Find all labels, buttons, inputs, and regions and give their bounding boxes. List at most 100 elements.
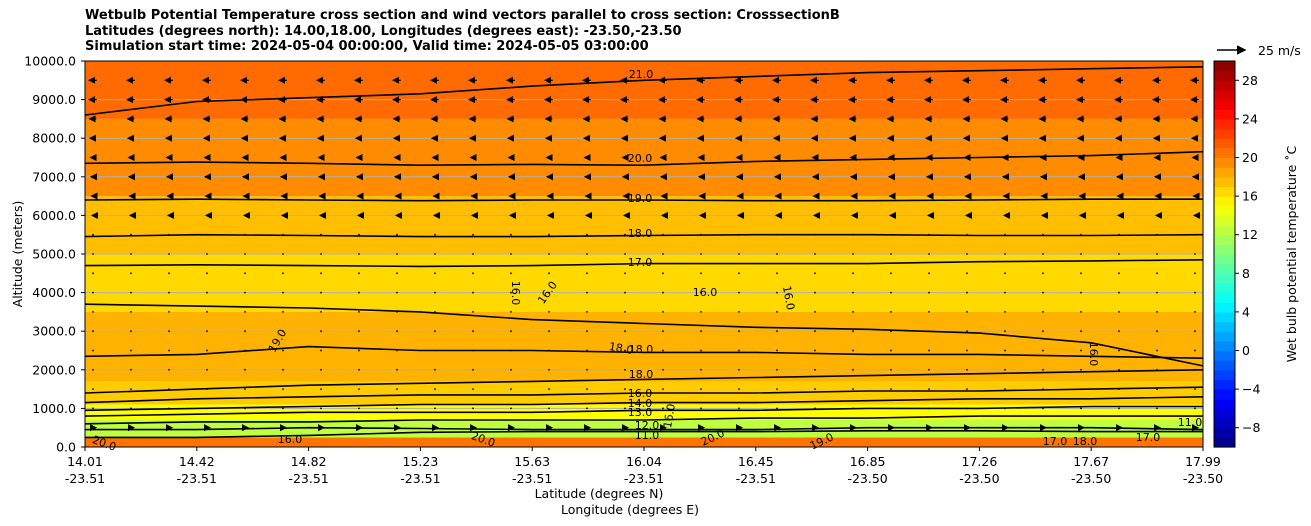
wind-vector — [738, 311, 740, 313]
wind-vector — [510, 368, 512, 371]
wind-vector — [130, 368, 132, 371]
wind-vector — [320, 388, 322, 390]
wind-vector — [92, 368, 94, 371]
contour-label: 16.0 — [1087, 342, 1100, 367]
wind-vector — [738, 407, 740, 410]
wind-vector — [1156, 407, 1158, 410]
wind-vector — [700, 233, 702, 236]
wind-vector — [168, 233, 170, 236]
wind-vector — [586, 272, 588, 275]
wind-vector — [776, 272, 778, 275]
wind-vector — [966, 330, 968, 333]
colorbar-tick-label: 8 — [1242, 266, 1250, 281]
colorbar-segment — [1214, 398, 1235, 409]
wind-vector — [358, 368, 360, 371]
wind-vector — [1156, 388, 1158, 390]
x-axis: 14.01 -23.51 14.42 -23.51 14.82 -23.51 15.23 -2… — [65, 447, 1223, 486]
wind-vector — [700, 330, 702, 333]
wind-vector — [890, 253, 892, 255]
wind-vector — [700, 368, 702, 371]
wind-vector — [434, 311, 436, 313]
contour-line — [85, 415, 1203, 425]
contour-label: 18.0 — [629, 343, 654, 356]
colorbar-segment — [1214, 234, 1235, 245]
title-line-2: Latitudes (degrees north): 14.00,18.00, … — [85, 23, 682, 39]
colorbar-tick-label: −4 — [1242, 382, 1260, 397]
wind-vector — [206, 368, 208, 371]
wind-vector — [130, 253, 132, 255]
y-tick-label: 9000.0 — [32, 92, 76, 107]
wind-vector — [624, 291, 626, 294]
wind-vector — [586, 349, 588, 352]
wind-vector — [282, 272, 284, 275]
wind-vector — [510, 388, 512, 390]
wind-vector — [320, 233, 322, 236]
chart-title: Wetbulb Potential Temperature cross sect… — [85, 8, 840, 55]
wind-vector — [1194, 349, 1196, 352]
quiver-key-label: 25 m/s — [1258, 43, 1301, 58]
x-tick-label-lon: -23.50 — [1183, 471, 1223, 486]
wind-vector — [244, 349, 246, 352]
wind-vector — [168, 407, 170, 410]
wind-vector — [510, 330, 512, 333]
wind-vector — [1080, 407, 1082, 410]
wind-vector — [890, 233, 892, 236]
wind-vector — [358, 349, 360, 352]
wind-vector — [206, 388, 208, 390]
wind-vector — [776, 388, 778, 390]
y-tick-label: 5000.0 — [32, 247, 76, 262]
contour-label: 18.0 — [628, 227, 653, 240]
wind-vector — [472, 349, 474, 352]
wind-vector — [92, 253, 94, 255]
wind-vector — [206, 253, 208, 255]
contour-label: 13.0 — [628, 406, 653, 419]
wind-vector — [358, 407, 360, 410]
contour-label: 18.0 — [608, 340, 634, 357]
wind-vector — [396, 272, 398, 275]
x-tick-label-lat: 14.82 — [291, 454, 327, 469]
x-tick-label-lon: -23.51 — [512, 471, 552, 486]
wind-vector — [814, 349, 816, 352]
wind-vector — [1042, 291, 1044, 294]
wind-vector — [548, 311, 550, 313]
wind-vector — [1080, 349, 1082, 352]
wind-vector — [662, 253, 664, 255]
wind-vector — [738, 291, 740, 294]
wind-vector — [244, 291, 246, 294]
wind-vector — [206, 330, 208, 333]
wind-vector — [244, 368, 246, 371]
wind-vector — [282, 388, 284, 390]
colorbar-segment — [1214, 360, 1235, 371]
wind-vector — [1118, 272, 1120, 275]
contour-line — [85, 396, 1203, 412]
wind-vector — [396, 407, 398, 410]
wind-vector — [244, 233, 246, 236]
wind-vector — [1194, 407, 1196, 410]
wind-vector — [206, 311, 208, 313]
wind-vector — [928, 388, 930, 390]
wind-vector — [358, 311, 360, 313]
wind-vector — [738, 253, 740, 255]
wind-vector — [472, 311, 474, 313]
wind-vector — [1194, 330, 1196, 333]
colorbar-segment — [1214, 215, 1235, 226]
wind-vector — [1156, 291, 1158, 294]
wind-vector — [1004, 388, 1006, 390]
wind-vector — [244, 330, 246, 333]
x-tick-label-lat: 17.99 — [1185, 454, 1221, 469]
wind-vector — [1194, 253, 1196, 255]
wind-vector — [282, 311, 284, 313]
wind-vector — [472, 272, 474, 275]
wind-vector — [1194, 388, 1196, 390]
wind-vector — [1004, 253, 1006, 255]
x-tick-label-lon: -23.51 — [288, 471, 328, 486]
wind-vector — [168, 311, 170, 313]
wind-vector — [510, 253, 512, 255]
wind-vector — [168, 291, 170, 294]
contour-label: 16.0 — [509, 281, 522, 306]
wind-vector — [814, 311, 816, 313]
wind-vector — [586, 311, 588, 313]
colorbar-segment — [1214, 292, 1235, 303]
wind-vector — [396, 311, 398, 313]
